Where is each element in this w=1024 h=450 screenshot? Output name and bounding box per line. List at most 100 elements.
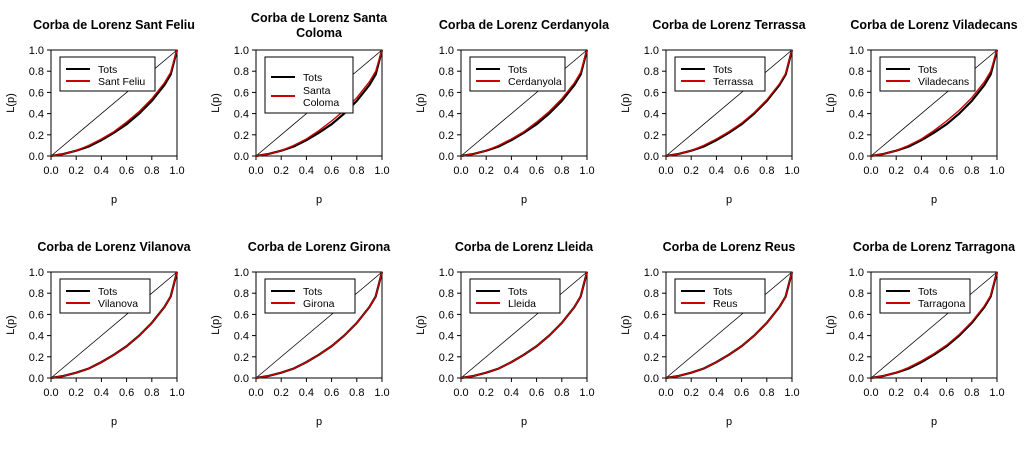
x-tick-label: 0.2 bbox=[889, 387, 904, 399]
y-tick-label: 0.2 bbox=[849, 130, 864, 142]
y-tick-label: 0.8 bbox=[644, 66, 659, 78]
legend-box bbox=[879, 56, 976, 92]
y-tick-label: 0.6 bbox=[644, 309, 659, 321]
legend-label: Tarragona bbox=[918, 298, 965, 310]
x-axis-label: p bbox=[316, 416, 322, 428]
y-tick-label: 0.0 bbox=[644, 373, 659, 385]
y-tick-label: 0.2 bbox=[29, 352, 44, 364]
legend-label: Tots bbox=[508, 286, 527, 298]
plot-frame bbox=[460, 271, 588, 379]
x-tick-label: 0.2 bbox=[684, 387, 699, 399]
x-tick-label: 0.6 bbox=[529, 387, 544, 399]
x-tick-label: 0.2 bbox=[889, 165, 904, 177]
lorenz-chart-10: Corba de Lorenz Tarragona 0.0 0.2 0.4 0.6 0.8… bbox=[825, 240, 1016, 428]
x-tick-label: 0.2 bbox=[69, 165, 84, 177]
legend-box bbox=[59, 56, 156, 92]
lorenz-chart-4: Corba de Lorenz Terrassa 0.0 0.2 0.4 0.6 0.8 1… bbox=[620, 18, 807, 206]
legend-label: Tots bbox=[713, 64, 732, 76]
series-line-city bbox=[665, 49, 793, 157]
y-tick-label: 1.0 bbox=[234, 45, 249, 57]
x-tick-label: 0.8 bbox=[554, 387, 569, 399]
plot-frame bbox=[50, 271, 178, 379]
y-tick-label: 0.8 bbox=[29, 66, 44, 78]
chart-title: Corba de Lorenz Lleida bbox=[455, 240, 594, 254]
y-axis-label: L(p) bbox=[825, 93, 837, 113]
y-axis-label: L(p) bbox=[620, 93, 632, 113]
y-tick-label: 0.0 bbox=[849, 373, 864, 385]
y-axis-label: L(p) bbox=[415, 315, 427, 335]
y-tick-label: 0.0 bbox=[234, 151, 249, 163]
x-tick-label: 0.4 bbox=[299, 165, 314, 177]
y-tick-label: 0.0 bbox=[234, 373, 249, 385]
x-tick-label: 1.0 bbox=[989, 387, 1004, 399]
x-tick-label: 0.4 bbox=[504, 165, 519, 177]
legend-label: Sant Feliu bbox=[98, 76, 145, 88]
series-line-city bbox=[50, 271, 178, 379]
lorenz-chart-1: Corba de Lorenz Sant Feliu 0.0 0.2 0.4 0.6 0.… bbox=[5, 18, 195, 206]
equality-line bbox=[460, 271, 588, 379]
series-line-city bbox=[460, 271, 588, 379]
y-tick-label: 1.0 bbox=[849, 267, 864, 279]
y-tick-label: 0.4 bbox=[644, 109, 659, 121]
y-tick-label: 1.0 bbox=[849, 45, 864, 57]
y-tick-label: 0.8 bbox=[849, 66, 864, 78]
legend-box bbox=[674, 278, 766, 314]
legend-label: Tots bbox=[918, 64, 937, 76]
y-tick-label: 0.8 bbox=[234, 288, 249, 300]
y-tick-label: 0.6 bbox=[849, 87, 864, 99]
x-tick-label: 0.6 bbox=[734, 387, 749, 399]
y-tick-label: 0.2 bbox=[439, 130, 454, 142]
y-tick-label: 0.4 bbox=[29, 331, 44, 343]
x-tick-label: 0.4 bbox=[94, 165, 109, 177]
equality-line bbox=[665, 271, 793, 379]
legend-label: Tots bbox=[98, 286, 117, 298]
x-tick-label: 0.0 bbox=[863, 387, 878, 399]
legend-label: Terrassa bbox=[713, 76, 753, 88]
x-tick-label: 0.0 bbox=[43, 165, 58, 177]
equality-line bbox=[255, 271, 383, 379]
x-tick-label: 0.0 bbox=[863, 165, 878, 177]
x-tick-label: 0.2 bbox=[479, 165, 494, 177]
x-axis-label: p bbox=[931, 416, 937, 428]
y-axis-label: L(p) bbox=[415, 93, 427, 113]
x-tick-label: 0.0 bbox=[248, 387, 263, 399]
y-tick-label: 0.4 bbox=[849, 109, 864, 121]
x-tick-label: 0.6 bbox=[119, 387, 134, 399]
y-tick-label: 0.6 bbox=[234, 309, 249, 321]
x-tick-label: 0.6 bbox=[324, 165, 339, 177]
x-tick-label: 0.2 bbox=[274, 387, 289, 399]
y-tick-label: 0.2 bbox=[439, 352, 454, 364]
x-tick-label: 0.2 bbox=[69, 387, 84, 399]
y-axis-label: L(p) bbox=[5, 93, 17, 113]
legend-label: Cerdanyola bbox=[508, 76, 562, 88]
equality-line bbox=[50, 49, 178, 157]
y-tick-label: 0.6 bbox=[29, 309, 44, 321]
x-tick-label: 0.8 bbox=[964, 387, 979, 399]
plot-frame bbox=[870, 271, 998, 379]
x-axis-label: p bbox=[111, 416, 117, 428]
y-tick-label: 0.0 bbox=[644, 151, 659, 163]
chart-title: Corba de Lorenz Reus bbox=[663, 240, 796, 254]
y-tick-label: 0.2 bbox=[234, 130, 249, 142]
x-tick-label: 0.4 bbox=[914, 165, 929, 177]
chart-title: Corba de Lorenz Girona bbox=[248, 240, 391, 254]
plot-frame bbox=[255, 271, 383, 379]
x-tick-label: 0.6 bbox=[529, 165, 544, 177]
x-tick-label: 1.0 bbox=[784, 165, 799, 177]
y-tick-label: 0.8 bbox=[849, 288, 864, 300]
x-tick-label: 0.6 bbox=[939, 387, 954, 399]
lorenz-chart-6: Corba de Lorenz Vilanova 0.0 0.2 0.4 0.6 0.8 1… bbox=[5, 240, 192, 428]
x-tick-label: 0.4 bbox=[504, 387, 519, 399]
y-tick-label: 0.2 bbox=[644, 130, 659, 142]
chart-title: Corba de Lorenz Terrassa bbox=[652, 18, 806, 32]
plot-frame bbox=[460, 49, 588, 157]
y-tick-label: 1.0 bbox=[644, 267, 659, 279]
legend-label: Coloma bbox=[303, 97, 339, 109]
y-axis-label: L(p) bbox=[825, 315, 837, 335]
y-tick-label: 0.4 bbox=[439, 331, 454, 343]
legend-box bbox=[469, 278, 561, 314]
y-tick-label: 0.8 bbox=[29, 288, 44, 300]
x-tick-label: 1.0 bbox=[169, 387, 184, 399]
series-line-city bbox=[255, 271, 383, 379]
